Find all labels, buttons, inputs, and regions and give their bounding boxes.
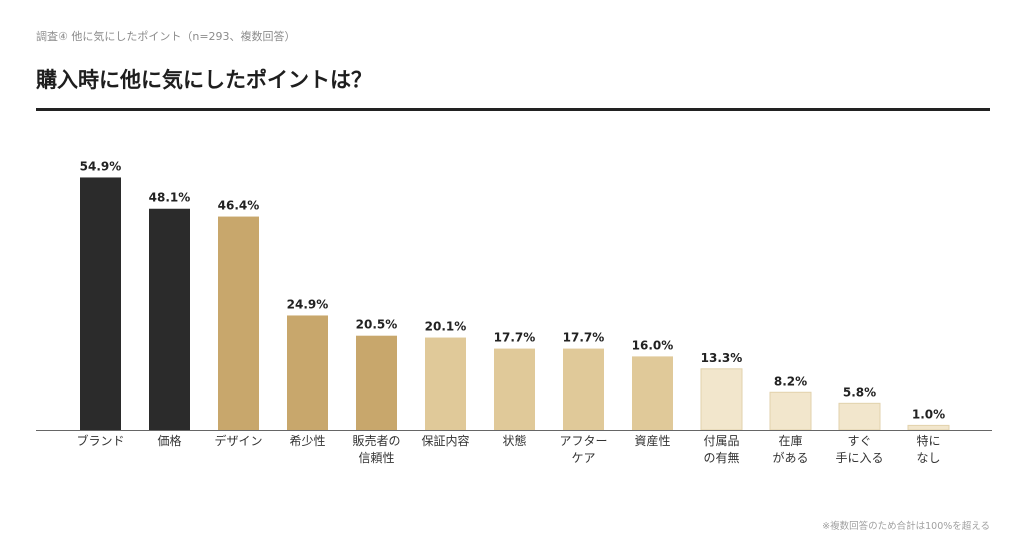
- data-label-10: 13.3%: [701, 351, 743, 365]
- data-label-1: 54.9%: [80, 159, 122, 173]
- category-label-12-1: すぐ: [847, 434, 871, 448]
- bar-7: [494, 348, 535, 430]
- category-label-8-2: ケア: [571, 451, 595, 465]
- data-label-9: 16.0%: [632, 338, 674, 352]
- category-label-12-2: 手に入る: [835, 451, 883, 465]
- category-label-5-2: 信頼性: [358, 451, 394, 465]
- category-label-8-1: アフター: [559, 434, 607, 448]
- category-label-7-1: 状態: [502, 433, 526, 448]
- bar-9: [632, 356, 673, 430]
- bar-13: [907, 424, 950, 431]
- data-label-8: 17.7%: [563, 331, 605, 345]
- category-label-5-1: 販売者の: [352, 433, 400, 448]
- category-label-3-1: デザイン: [214, 433, 262, 448]
- category-label-9-1: 資産性: [634, 433, 670, 448]
- footnote: ※複数回答のため合計は100%を超える: [822, 521, 990, 532]
- category-label-11-2: がある: [772, 450, 808, 465]
- data-label-12: 5.8%: [843, 385, 876, 399]
- chart-subtitle: 調査④ 他に気にしたポイント（n=293、複数回答）: [36, 30, 296, 43]
- bar-10: [700, 368, 743, 431]
- data-label-4: 24.9%: [287, 297, 329, 311]
- category-label-2-1: 価格: [157, 433, 181, 448]
- category-label-4-1: 希少性: [289, 433, 325, 448]
- title-divider: [36, 108, 990, 111]
- category-label-1-1: ブランド: [76, 433, 124, 448]
- category-label-6-1: 保証内容: [421, 433, 469, 448]
- bar-11: [769, 391, 812, 431]
- chart-title: 購入時に他に気にしたポイントは？: [36, 68, 372, 92]
- data-label-2: 48.1%: [149, 191, 191, 205]
- bar-5: [356, 335, 397, 430]
- data-label-11: 8.2%: [774, 374, 807, 388]
- category-label-13-2: なし: [916, 451, 940, 465]
- data-label-13: 1.0%: [912, 407, 945, 421]
- data-label-6: 20.1%: [425, 320, 467, 334]
- bar-4: [287, 315, 328, 430]
- bar-8: [563, 348, 604, 430]
- category-label-13-1: 特に: [916, 433, 940, 448]
- bar-12: [838, 402, 881, 431]
- data-label-7: 17.7%: [494, 331, 536, 345]
- bar-6: [425, 337, 466, 430]
- data-label-3: 46.4%: [218, 199, 260, 213]
- category-label-11-1: 在庫: [778, 434, 802, 448]
- bar-1: [80, 177, 121, 430]
- category-label-10-2: の有無: [703, 450, 739, 465]
- data-label-5: 20.5%: [356, 318, 398, 332]
- category-label-10-1: 付属品: [703, 434, 739, 448]
- bar-3: [218, 216, 259, 430]
- bar-2: [149, 208, 190, 430]
